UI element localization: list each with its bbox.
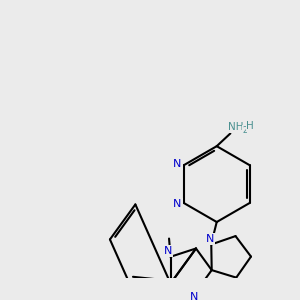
Text: N: N — [164, 246, 172, 256]
Text: NH: NH — [228, 122, 244, 132]
Text: H: H — [246, 121, 254, 130]
Text: N: N — [189, 292, 198, 300]
Text: N: N — [173, 159, 182, 169]
Text: 2: 2 — [243, 126, 247, 135]
Text: N: N — [206, 234, 214, 244]
Text: N: N — [173, 199, 182, 209]
